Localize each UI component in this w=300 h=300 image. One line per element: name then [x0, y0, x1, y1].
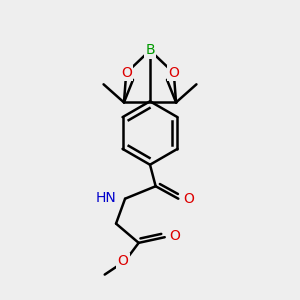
Text: O: O: [121, 66, 132, 80]
Text: O: O: [168, 66, 179, 80]
Text: B: B: [145, 43, 155, 57]
Text: O: O: [183, 192, 194, 206]
Text: O: O: [117, 254, 128, 268]
Text: O: O: [169, 229, 180, 243]
Text: HN: HN: [95, 190, 116, 205]
